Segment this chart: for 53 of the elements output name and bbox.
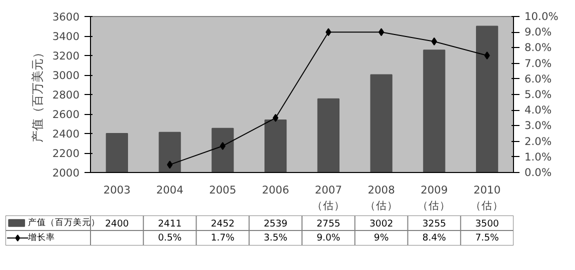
data-label: 0.5% (158, 232, 182, 244)
y-tick-label: 3600 (52, 10, 80, 24)
data-label: 2411 (158, 218, 182, 230)
legend-label: 增长率 (27, 232, 56, 243)
x-tick-label: 2004 (156, 184, 184, 196)
data-label: 2755 (316, 218, 340, 230)
data-label: 3.5% (264, 232, 288, 244)
data-label: 3002 (369, 218, 394, 230)
x-tick-label: 2005 (209, 184, 236, 196)
data-label: 3255 (422, 218, 446, 230)
y2-tick-label: 0.0% (524, 166, 552, 179)
y2-tick-label: 10.0% (524, 10, 558, 23)
y2-tick-label: 1.0% (524, 150, 552, 164)
data-label: 2452 (210, 218, 235, 230)
x-tick-label: 2006 (262, 184, 290, 196)
x-tick-label: 2009 （估） (418, 184, 451, 212)
y2-tick-label: 5.0% (524, 88, 552, 101)
x-tick-label: 2008 （估） (364, 184, 398, 212)
y-tick-label: 2000 (52, 166, 80, 180)
y-tick-label: 3000 (52, 69, 80, 82)
y-axis-title: 产值（百万美元） (30, 46, 44, 142)
y-tick-label: 3400 (52, 30, 80, 43)
y2-tick-label: 2.0% (524, 134, 552, 148)
y2-tick-label: 8.0% (524, 41, 552, 54)
x-tick-label: 2007 （估） (312, 184, 345, 212)
x-tick-label: 2010 （估） (470, 184, 504, 212)
y-tick-label: 3200 (52, 50, 80, 62)
y-tick-label: 2400 (52, 128, 80, 140)
data-label: 2400 (105, 218, 129, 230)
point (272, 114, 278, 122)
data-label: 3500 (475, 218, 499, 230)
data-label: 2539 (264, 218, 288, 230)
point (326, 28, 332, 36)
x-tick-label: 2003 (103, 184, 131, 196)
point (378, 28, 384, 36)
data-label: 9% (374, 232, 389, 244)
point (166, 160, 173, 169)
y2-tick-label: 4.0% (524, 104, 552, 117)
data-label: 9.0% (316, 232, 340, 244)
y2-tick-label: 9.0% (524, 26, 552, 39)
y-tick-label: 2800 (52, 88, 80, 102)
y2-tick-label: 7.0% (524, 56, 552, 70)
y-tick-label: 2600 (52, 108, 80, 121)
legend-label: 产值（百万美元） (28, 217, 100, 228)
y-tick-label: 2200 (52, 147, 80, 160)
data-label: 8.4% (422, 232, 446, 244)
point (431, 37, 438, 46)
y2-tick-label: 6.0% (524, 72, 552, 86)
data-label: 7.5% (475, 232, 500, 244)
data-label: 1.7% (210, 232, 235, 244)
point (484, 52, 490, 60)
y2-tick-label: 3.0% (524, 119, 552, 132)
point (220, 142, 226, 150)
